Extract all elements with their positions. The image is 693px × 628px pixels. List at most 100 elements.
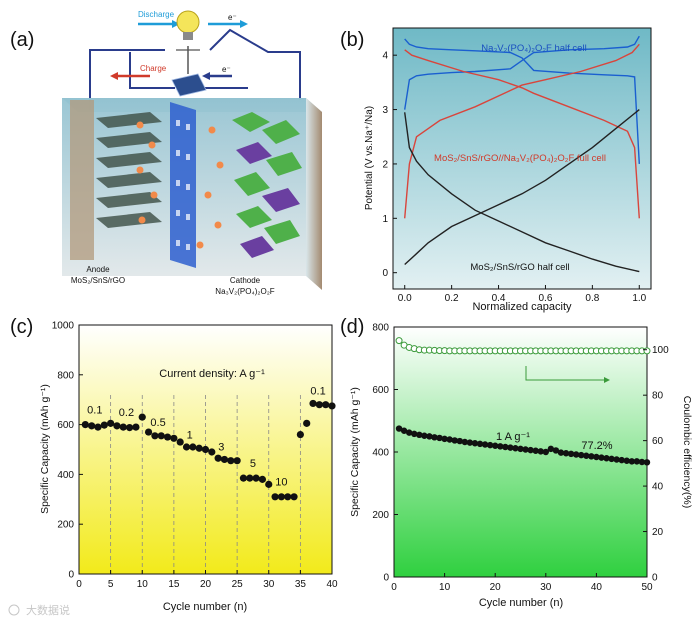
c-ytick-label: 1000 [52, 321, 75, 332]
c-data-point [176, 438, 184, 446]
c-rate-label: 10 [275, 477, 287, 489]
d-capacity-point [522, 446, 529, 453]
d-capacity-point [613, 456, 620, 463]
d-ytick-label: 400 [372, 448, 389, 459]
c-rate-label: 1 [187, 429, 193, 441]
panel-b-series [404, 35, 640, 273]
sodium-ions [136, 121, 224, 249]
d-y2tick-label: 60 [652, 436, 664, 447]
d-ce-point [643, 347, 651, 355]
c-data-point [81, 421, 89, 429]
c-ytick-label: 600 [57, 420, 74, 431]
d-capacity-point [481, 441, 489, 448]
d-xtick-label: 10 [439, 582, 451, 593]
c-ytick-label: 200 [57, 520, 74, 531]
c-xtick-label: 25 [232, 579, 244, 590]
light-bulb-base [183, 32, 193, 40]
d-xtick-label: 50 [641, 582, 653, 593]
tank-side-wall [306, 98, 322, 290]
electron-label-top: e⁻ [228, 13, 237, 22]
charge-label: Charge [140, 64, 167, 73]
c-data-point [220, 455, 229, 464]
b-xtick-label: 0.6 [539, 293, 553, 304]
c-data-point [214, 454, 222, 462]
discharge-arrowhead [172, 20, 180, 28]
d-ce-point [395, 337, 403, 345]
discharge-arrowhead-right [240, 20, 248, 28]
panel-d-rate-label: 1 A g⁻¹ [496, 431, 530, 443]
c-data-point [328, 402, 336, 410]
d-capacity-point [532, 447, 539, 454]
d-capacity-point [527, 446, 534, 454]
panel-label-a: (a) [10, 29, 34, 51]
panel-d-retention-label: 77.2% [581, 440, 612, 452]
separator-membrane [170, 102, 196, 268]
c-data-point [322, 401, 330, 409]
d-capacity-point [628, 458, 636, 465]
d-capacity-point [512, 445, 519, 452]
d-capacity-point [618, 456, 625, 464]
separator-holes [176, 120, 190, 250]
d-ytick-label: 200 [372, 510, 389, 521]
c-data-point [182, 443, 191, 451]
d-ytick-label: 800 [372, 323, 389, 334]
panel-b-ticks: 0.0 0.2 0.4 0.6 0.8 1.0 0 1 2 3 4 [382, 51, 646, 304]
d-capacity-point [502, 443, 509, 451]
c-xtick-label: 5 [108, 579, 114, 590]
c-data-point [290, 493, 298, 501]
d-capacity-point [492, 442, 499, 449]
d-capacity-point [431, 434, 438, 441]
b-series-line-1 [404, 38, 640, 164]
d-capacity-point [446, 436, 453, 443]
panel-b-ylabel: Potential (V vs.Na⁺/Na) [364, 106, 375, 210]
d-xtick-label: 30 [540, 582, 552, 593]
c-data-point [271, 493, 279, 501]
b-series-line-0 [404, 35, 640, 110]
b-series-line-4 [404, 112, 640, 273]
c-rate-label: 0.1 [310, 386, 325, 398]
d-capacity-point [471, 440, 479, 447]
d-capacity-point [608, 455, 615, 463]
c-data-point [94, 423, 102, 431]
discharge-label: Discharge [138, 10, 175, 19]
panel-d-xlabel: Cycle number (n) [479, 597, 563, 609]
d-capacity-point [421, 432, 428, 439]
c-data-point [113, 422, 121, 430]
d-capacity-point [416, 431, 423, 439]
d-xtick-label: 40 [591, 582, 603, 593]
d-capacity-point [623, 457, 630, 464]
b-series-line-2 [404, 43, 640, 219]
c-data-point [258, 475, 267, 483]
d-capacity-point [395, 425, 403, 432]
c-data-point [284, 493, 292, 501]
c-data-point [189, 443, 197, 451]
c-xtick-label: 40 [326, 579, 338, 590]
d-capacity-point [497, 443, 504, 450]
d-capacity-point [603, 455, 610, 462]
d-capacity-point [633, 458, 641, 465]
anode-layers [96, 112, 162, 228]
panel-d: (d) 0 10 20 30 40 500200400600800020406080100… [340, 316, 693, 609]
c-data-point [132, 423, 140, 431]
watermark-text: 大数据说 [26, 603, 70, 617]
d-capacity-point [451, 437, 458, 444]
c-data-point [233, 457, 241, 465]
c-data-point [296, 430, 304, 439]
ce-axis-arrowhead [604, 377, 610, 383]
d-capacity-point [517, 445, 524, 453]
c-xtick-label: 35 [295, 579, 307, 590]
solar-panel-icon [171, 73, 207, 97]
b-ytick-label: 3 [382, 105, 388, 116]
c-xtick-label: 10 [137, 579, 149, 590]
d-capacity-point [426, 433, 433, 440]
annotation-full-cell: MoS₂/SnS/rGO//Na₃V₂(PO₄)₂O₂F full cell [434, 153, 606, 164]
d-capacity-point [476, 440, 484, 448]
circuit-wire-right [209, 28, 301, 100]
anode-title: Anode [86, 265, 110, 274]
c-ytick-label: 0 [68, 570, 74, 581]
d-y2tick-label: 100 [652, 345, 669, 356]
c-data-point [227, 457, 235, 465]
b-series-line-3 [404, 49, 640, 219]
